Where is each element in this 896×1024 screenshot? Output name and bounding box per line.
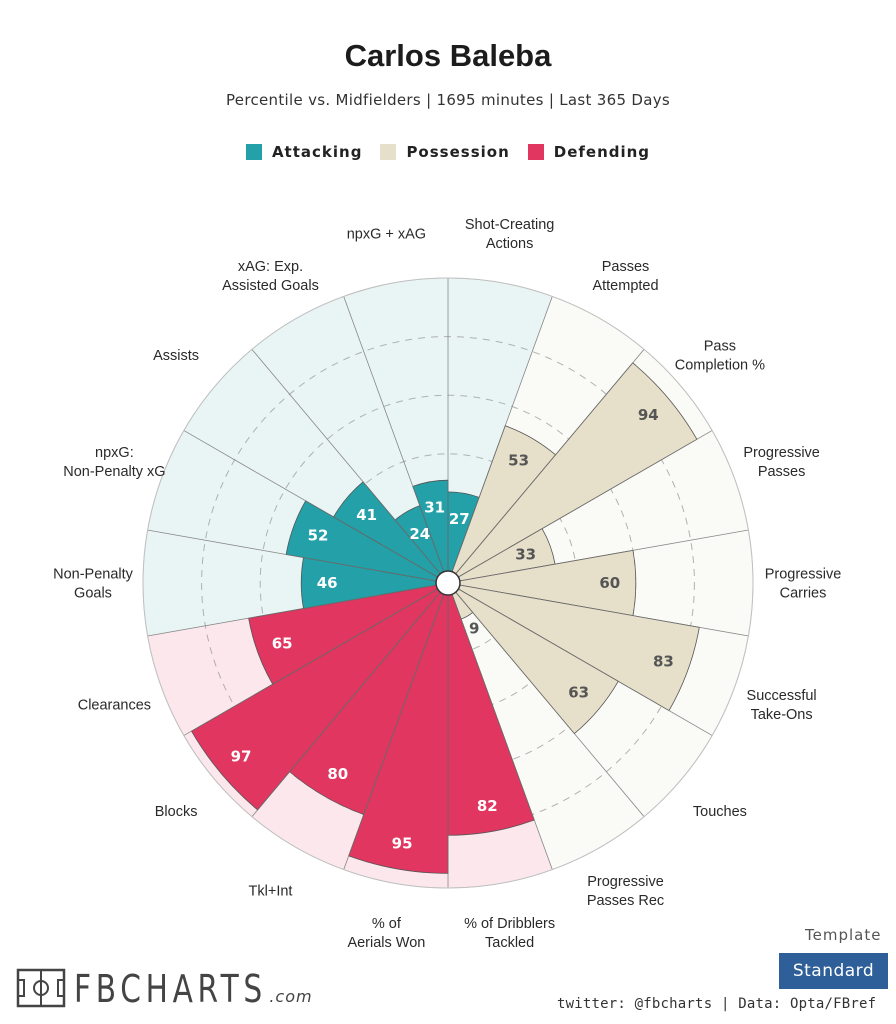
legend-swatch-possession — [380, 144, 397, 160]
value-label: 65 — [272, 634, 293, 652]
divider-line — [343, 582, 449, 870]
category-label: npxG: Non-Penalty xG — [63, 445, 165, 480]
value-label: 31 — [424, 498, 445, 516]
divider-line — [183, 430, 449, 584]
footer-credits: twitter: @fbcharts | Data: Opta/FBref — [557, 996, 877, 1012]
sector-dividers — [142, 277, 754, 889]
divider-line — [447, 349, 645, 584]
divider-line — [183, 582, 449, 736]
divider-line — [447, 582, 713, 736]
category-label: Tkl+Int — [249, 883, 293, 899]
value-label: 52 — [308, 527, 329, 545]
category-label: Clearances — [78, 697, 151, 713]
divider-line — [343, 296, 449, 584]
value-label: 82 — [477, 797, 498, 815]
value-label: 41 — [356, 506, 377, 524]
value-label: 83 — [653, 652, 674, 670]
value-label: 95 — [392, 834, 413, 852]
logo-suffix: .com — [269, 987, 313, 1006]
category-label: Pass Completion % — [675, 338, 765, 373]
logo-text: FBCHARTS — [74, 967, 267, 1011]
category-label: % of Aerials Won — [347, 916, 425, 951]
category-label: xAG: Exp. Assisted Goals — [222, 259, 319, 294]
divider-line — [447, 582, 749, 637]
divider-line — [447, 582, 553, 870]
divider-line — [447, 529, 749, 584]
value-label: 97 — [231, 748, 252, 766]
legend-label-attacking: Attacking — [271, 143, 363, 161]
category-label: Touches — [693, 804, 747, 820]
value-label: 27 — [449, 510, 470, 528]
category-label: % of Dribblers Tackled — [464, 916, 555, 951]
value-label: 63 — [568, 684, 589, 702]
template-label: Template — [805, 926, 882, 944]
legend-item-defending: Defending — [527, 143, 651, 161]
center-circle — [435, 570, 461, 596]
divider-line — [251, 582, 449, 817]
divider-line — [447, 296, 553, 584]
template-button[interactable]: Standard — [779, 953, 888, 989]
value-label: 60 — [599, 574, 620, 592]
value-labels: 27 53 94 33 60 83 63 9 82 95 80 97 65 46 52 41 24 31 — [231, 406, 674, 852]
legend-item-attacking: Attacking — [245, 143, 363, 161]
value-label: 9 — [469, 619, 479, 637]
category-label: Assists — [153, 348, 199, 364]
fbcharts-logo: FBCHARTS .com — [16, 968, 313, 1008]
bars — [190, 362, 700, 874]
legend-swatch-attacking — [245, 144, 262, 160]
category-label: Progressive Passes — [743, 445, 820, 480]
legend-item-possession: Possession — [380, 143, 509, 161]
category-label: Non-Penalty Goals — [53, 567, 134, 602]
category-label: Passes Attempted — [592, 259, 658, 294]
divider-line — [147, 529, 449, 584]
pitch-icon — [16, 968, 66, 1008]
value-label: 80 — [327, 765, 348, 783]
value-label: 94 — [638, 406, 659, 424]
category-label: Shot-Creating Actions — [465, 217, 554, 252]
legend: Attacking Possession Defending — [0, 143, 896, 161]
outer-ring — [142, 277, 754, 889]
divider-line — [147, 582, 449, 637]
category-label: Progressive Passes Rec — [587, 874, 664, 909]
legend-label-possession: Possession — [406, 143, 510, 161]
legend-label-defending: Defending — [553, 143, 651, 161]
value-label: 46 — [317, 574, 338, 592]
divider-line — [447, 430, 713, 584]
value-label: 33 — [515, 546, 536, 564]
category-label: Blocks — [155, 804, 198, 820]
category-label: npxG + xAG — [347, 226, 426, 242]
category-label: Successful Take-Ons — [747, 688, 817, 723]
chart-title: Carlos Baleba — [344, 38, 552, 73]
value-label: 24 — [409, 525, 430, 543]
value-label: 53 — [508, 452, 529, 470]
divider-line — [447, 582, 645, 817]
category-labels: Shot-Creating Actions Passes Attempted Pass C… — [53, 217, 841, 951]
legend-swatch-defending — [527, 144, 544, 160]
chart-subtitle: Percentile vs. Midfielders | 1695 minute… — [226, 91, 670, 109]
divider-line — [251, 349, 449, 584]
category-label: Progressive Carries — [765, 567, 842, 602]
